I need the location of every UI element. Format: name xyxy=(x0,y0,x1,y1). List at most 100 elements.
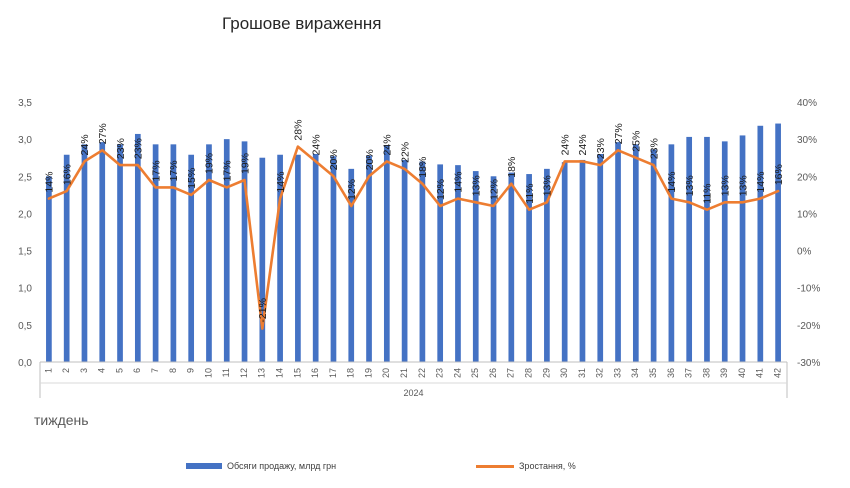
x-tick-label: 36 xyxy=(666,368,676,378)
x-tick-label: 9 xyxy=(186,368,196,373)
legend-label-sales: Обсяги продажу, млрд грн xyxy=(227,461,337,471)
x-tick-label: 41 xyxy=(755,368,765,378)
growth-data-label: 12% xyxy=(346,179,358,200)
growth-data-label: 13% xyxy=(720,175,732,196)
bar-week-23 xyxy=(437,164,444,362)
growth-data-label: 17% xyxy=(150,160,162,181)
bar-week-16 xyxy=(312,154,319,362)
x-tick-label: 1 xyxy=(43,368,53,373)
bar-week-17 xyxy=(330,156,337,362)
y-right-tick-label: 40% xyxy=(797,98,817,109)
x-tick-label: 3 xyxy=(79,368,89,373)
growth-data-label: 24% xyxy=(382,134,394,155)
x-tick-label: 19 xyxy=(363,368,373,378)
bar-week-2 xyxy=(63,154,70,362)
y-left-tick-label: 2,5 xyxy=(18,172,32,183)
y-right-tick-label: 10% xyxy=(797,209,817,220)
bar-week-22 xyxy=(419,161,426,362)
y-left-tick-label: 2,0 xyxy=(18,209,32,220)
x-tick-label: 6 xyxy=(132,368,142,373)
growth-data-label: -21% xyxy=(257,298,269,323)
growth-data-label: 23% xyxy=(115,138,127,159)
x-tick-label: 40 xyxy=(737,368,747,378)
x-tick-label: 35 xyxy=(648,368,658,378)
line-series xyxy=(47,145,780,330)
chart-title: Грошове вираження xyxy=(222,14,382,33)
bar-week-38 xyxy=(704,136,710,362)
x-tick-label: 27 xyxy=(506,368,516,378)
x-tick-label: 16 xyxy=(310,368,320,378)
x-tick-label: 26 xyxy=(488,368,498,378)
x-tick-label: 38 xyxy=(701,368,711,378)
y-right-tick-label: 0% xyxy=(797,247,812,258)
bar-week-37 xyxy=(686,136,693,362)
growth-data-label: 14% xyxy=(275,172,287,193)
growth-data-label: 12% xyxy=(435,179,447,200)
x-tick-label: 42 xyxy=(772,368,782,378)
bar-week-34 xyxy=(632,144,639,362)
growth-data-label: 14% xyxy=(755,172,767,193)
growth-data-label: 24% xyxy=(577,134,589,155)
x-group-label: 2024 xyxy=(403,388,423,398)
legend-label-growth: Зростання, % xyxy=(519,461,576,471)
bar-week-40 xyxy=(739,135,746,362)
growth-data-label: 20% xyxy=(364,149,376,170)
growth-data-label: 20% xyxy=(328,149,340,170)
bar-week-36 xyxy=(668,144,675,362)
growth-data-label: 16% xyxy=(773,164,785,185)
bar-week-4 xyxy=(99,142,106,362)
x-tick-label: 8 xyxy=(168,368,178,373)
bar-series xyxy=(46,123,781,363)
growth-data-label: 14% xyxy=(666,172,678,193)
x-tick-label: 39 xyxy=(719,368,729,378)
y-right-tick-label: 20% xyxy=(797,172,817,183)
growth-data-label: 13% xyxy=(471,175,483,196)
x-tick-label: 33 xyxy=(612,368,622,378)
growth-data-label: 13% xyxy=(542,175,554,196)
growth-data-label: 27% xyxy=(97,123,109,144)
bar-week-28 xyxy=(526,174,532,362)
x-tick-label: 25 xyxy=(470,368,480,378)
x-tick-label: 37 xyxy=(684,368,694,378)
bar-week-10 xyxy=(206,144,212,362)
y-right-tick-label: -10% xyxy=(797,284,820,295)
y-right-tick-label: 30% xyxy=(797,135,817,146)
growth-data-label: 17% xyxy=(168,160,180,181)
bar-week-26 xyxy=(490,176,497,362)
growth-data-label: 23% xyxy=(133,138,145,159)
growth-data-label: 16% xyxy=(61,164,73,185)
growth-line xyxy=(47,145,780,330)
bar-week-24 xyxy=(455,165,461,362)
x-tick-label: 14 xyxy=(274,368,284,378)
bar-week-20 xyxy=(383,145,390,362)
legend-swatch-line xyxy=(476,464,514,468)
y-left-tick-label: 3,5 xyxy=(18,98,32,109)
growth-data-label: 24% xyxy=(79,134,91,155)
growth-data-label: 13% xyxy=(737,175,749,196)
y-left-tick-label: 1,5 xyxy=(18,247,32,258)
growth-data-label: 19% xyxy=(204,153,216,174)
y-left-tick-label: 1,0 xyxy=(18,284,32,295)
growth-data-label: 11% xyxy=(702,183,714,203)
growth-data-label: 28% xyxy=(293,120,305,141)
y-left-tick-label: 0,5 xyxy=(18,321,32,332)
growth-data-label: 13% xyxy=(684,175,696,196)
x-tick-label: 10 xyxy=(203,368,213,378)
y-right-tick-label: -30% xyxy=(797,358,820,369)
y-left-tick-label: 3,0 xyxy=(18,135,32,146)
y-left-tick-label: 0,0 xyxy=(18,358,32,369)
bar-week-27 xyxy=(508,172,515,362)
bar-week-39 xyxy=(721,141,728,362)
bar-week-32 xyxy=(597,154,604,362)
bar-week-7 xyxy=(152,144,159,362)
bar-week-8 xyxy=(170,144,177,362)
bar-week-1 xyxy=(46,176,52,362)
x-tick-label: 31 xyxy=(577,368,587,378)
x-tick-label: 24 xyxy=(452,368,462,378)
growth-data-label: 14% xyxy=(44,172,56,193)
bar-week-14 xyxy=(277,154,283,362)
growth-data-label: 22% xyxy=(399,142,411,163)
bar-week-35 xyxy=(650,149,657,362)
x-tick-label: 18 xyxy=(346,368,356,378)
x-tick-label: 5 xyxy=(114,368,124,373)
